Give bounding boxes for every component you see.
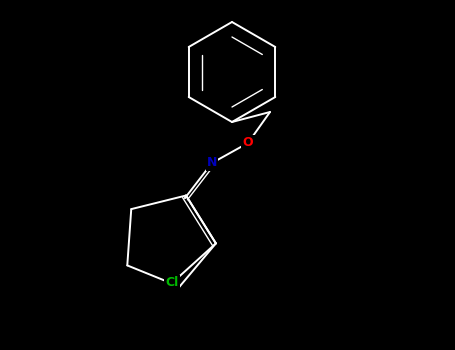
- Text: N: N: [207, 156, 217, 169]
- Text: O: O: [243, 136, 253, 149]
- Text: Cl: Cl: [165, 276, 179, 289]
